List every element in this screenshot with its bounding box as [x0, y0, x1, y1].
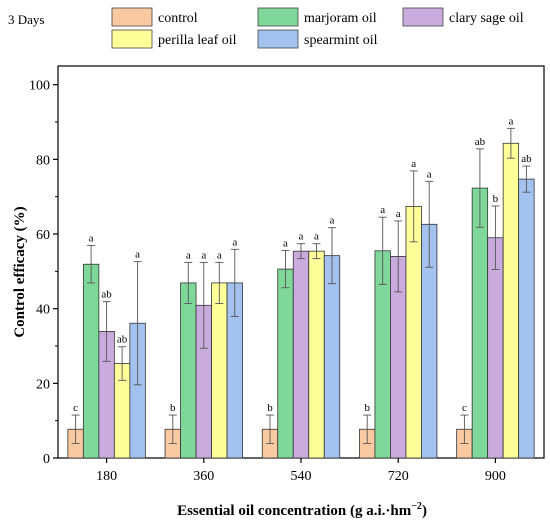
legend-swatch [111, 7, 153, 27]
y-tick-label: 20 [36, 377, 50, 392]
bar [277, 268, 294, 459]
y-tick-label: 40 [36, 303, 50, 318]
significance-letter: ab [475, 136, 486, 148]
significance-letter: ab [117, 334, 128, 346]
significance-letter: a [508, 115, 513, 127]
significance-letter: c [462, 402, 467, 414]
legend-swatch [402, 7, 444, 27]
significance-letter: a [314, 231, 319, 243]
bar [518, 178, 535, 459]
y-axis-label: Control efficacy (%) [12, 206, 28, 337]
legend-swatch [257, 29, 299, 49]
significance-letter: b [364, 402, 370, 414]
bar [405, 205, 422, 459]
significance-letter: a [89, 233, 94, 245]
bar [211, 282, 228, 459]
bar [308, 250, 325, 459]
legend-swatch [257, 7, 299, 27]
y-axis: 0 20 40 60 80 100 [29, 79, 58, 467]
bar [502, 142, 520, 459]
significance-letter: a [217, 249, 222, 261]
x-tick-label: 540 [291, 469, 312, 484]
legend-swatch [111, 29, 153, 49]
significance-letter: a [135, 249, 140, 261]
significance-letter: a [283, 237, 288, 249]
significance-letter: a [186, 249, 191, 261]
bar [487, 237, 504, 459]
legend-label: clary sage oil [449, 11, 524, 26]
significance-letter: ab [101, 289, 112, 301]
x-tick-label: 360 [193, 469, 214, 484]
legend-label: perilla leaf oil [158, 33, 237, 48]
bar [82, 263, 100, 459]
significance-letter: c [73, 402, 78, 414]
x-axis: 180 360 540 720 900 [96, 458, 506, 484]
x-axis-label: Essential oil concentration (g a.i.·hm−2… [177, 501, 427, 519]
significance-letter: b [493, 193, 499, 205]
x-tick-label: 900 [485, 469, 506, 484]
y-tick-label: 0 [43, 452, 50, 467]
y-tick-label: 80 [36, 153, 50, 168]
significance-letter: a [396, 208, 401, 220]
bar [323, 255, 341, 459]
significance-letter: a [427, 168, 432, 180]
bar [180, 282, 197, 459]
legend-label: spearmint oil [304, 33, 378, 48]
significance-letter: a [201, 249, 206, 261]
significance-letter: a [411, 158, 416, 170]
bar [471, 187, 489, 459]
bar [292, 250, 310, 459]
y-tick-label: 100 [29, 79, 50, 94]
x-tick-label: 180 [96, 469, 117, 484]
significance-letter: a [232, 236, 237, 248]
significance-letter: b [170, 402, 176, 414]
significance-letter: b [267, 402, 273, 414]
chart-title: 3 Days [8, 12, 44, 27]
legend: control marjoram oil clary sage oil perilla… [111, 7, 524, 49]
legend-label: control [158, 11, 198, 26]
significance-letter: a [299, 231, 304, 243]
significance-letter: a [380, 204, 385, 216]
significance-letter: a [330, 215, 335, 227]
x-tick-label: 720 [388, 469, 409, 484]
legend-label: marjoram oil [304, 11, 377, 26]
y-tick-label: 60 [36, 228, 50, 243]
significance-letter: ab [521, 153, 532, 165]
